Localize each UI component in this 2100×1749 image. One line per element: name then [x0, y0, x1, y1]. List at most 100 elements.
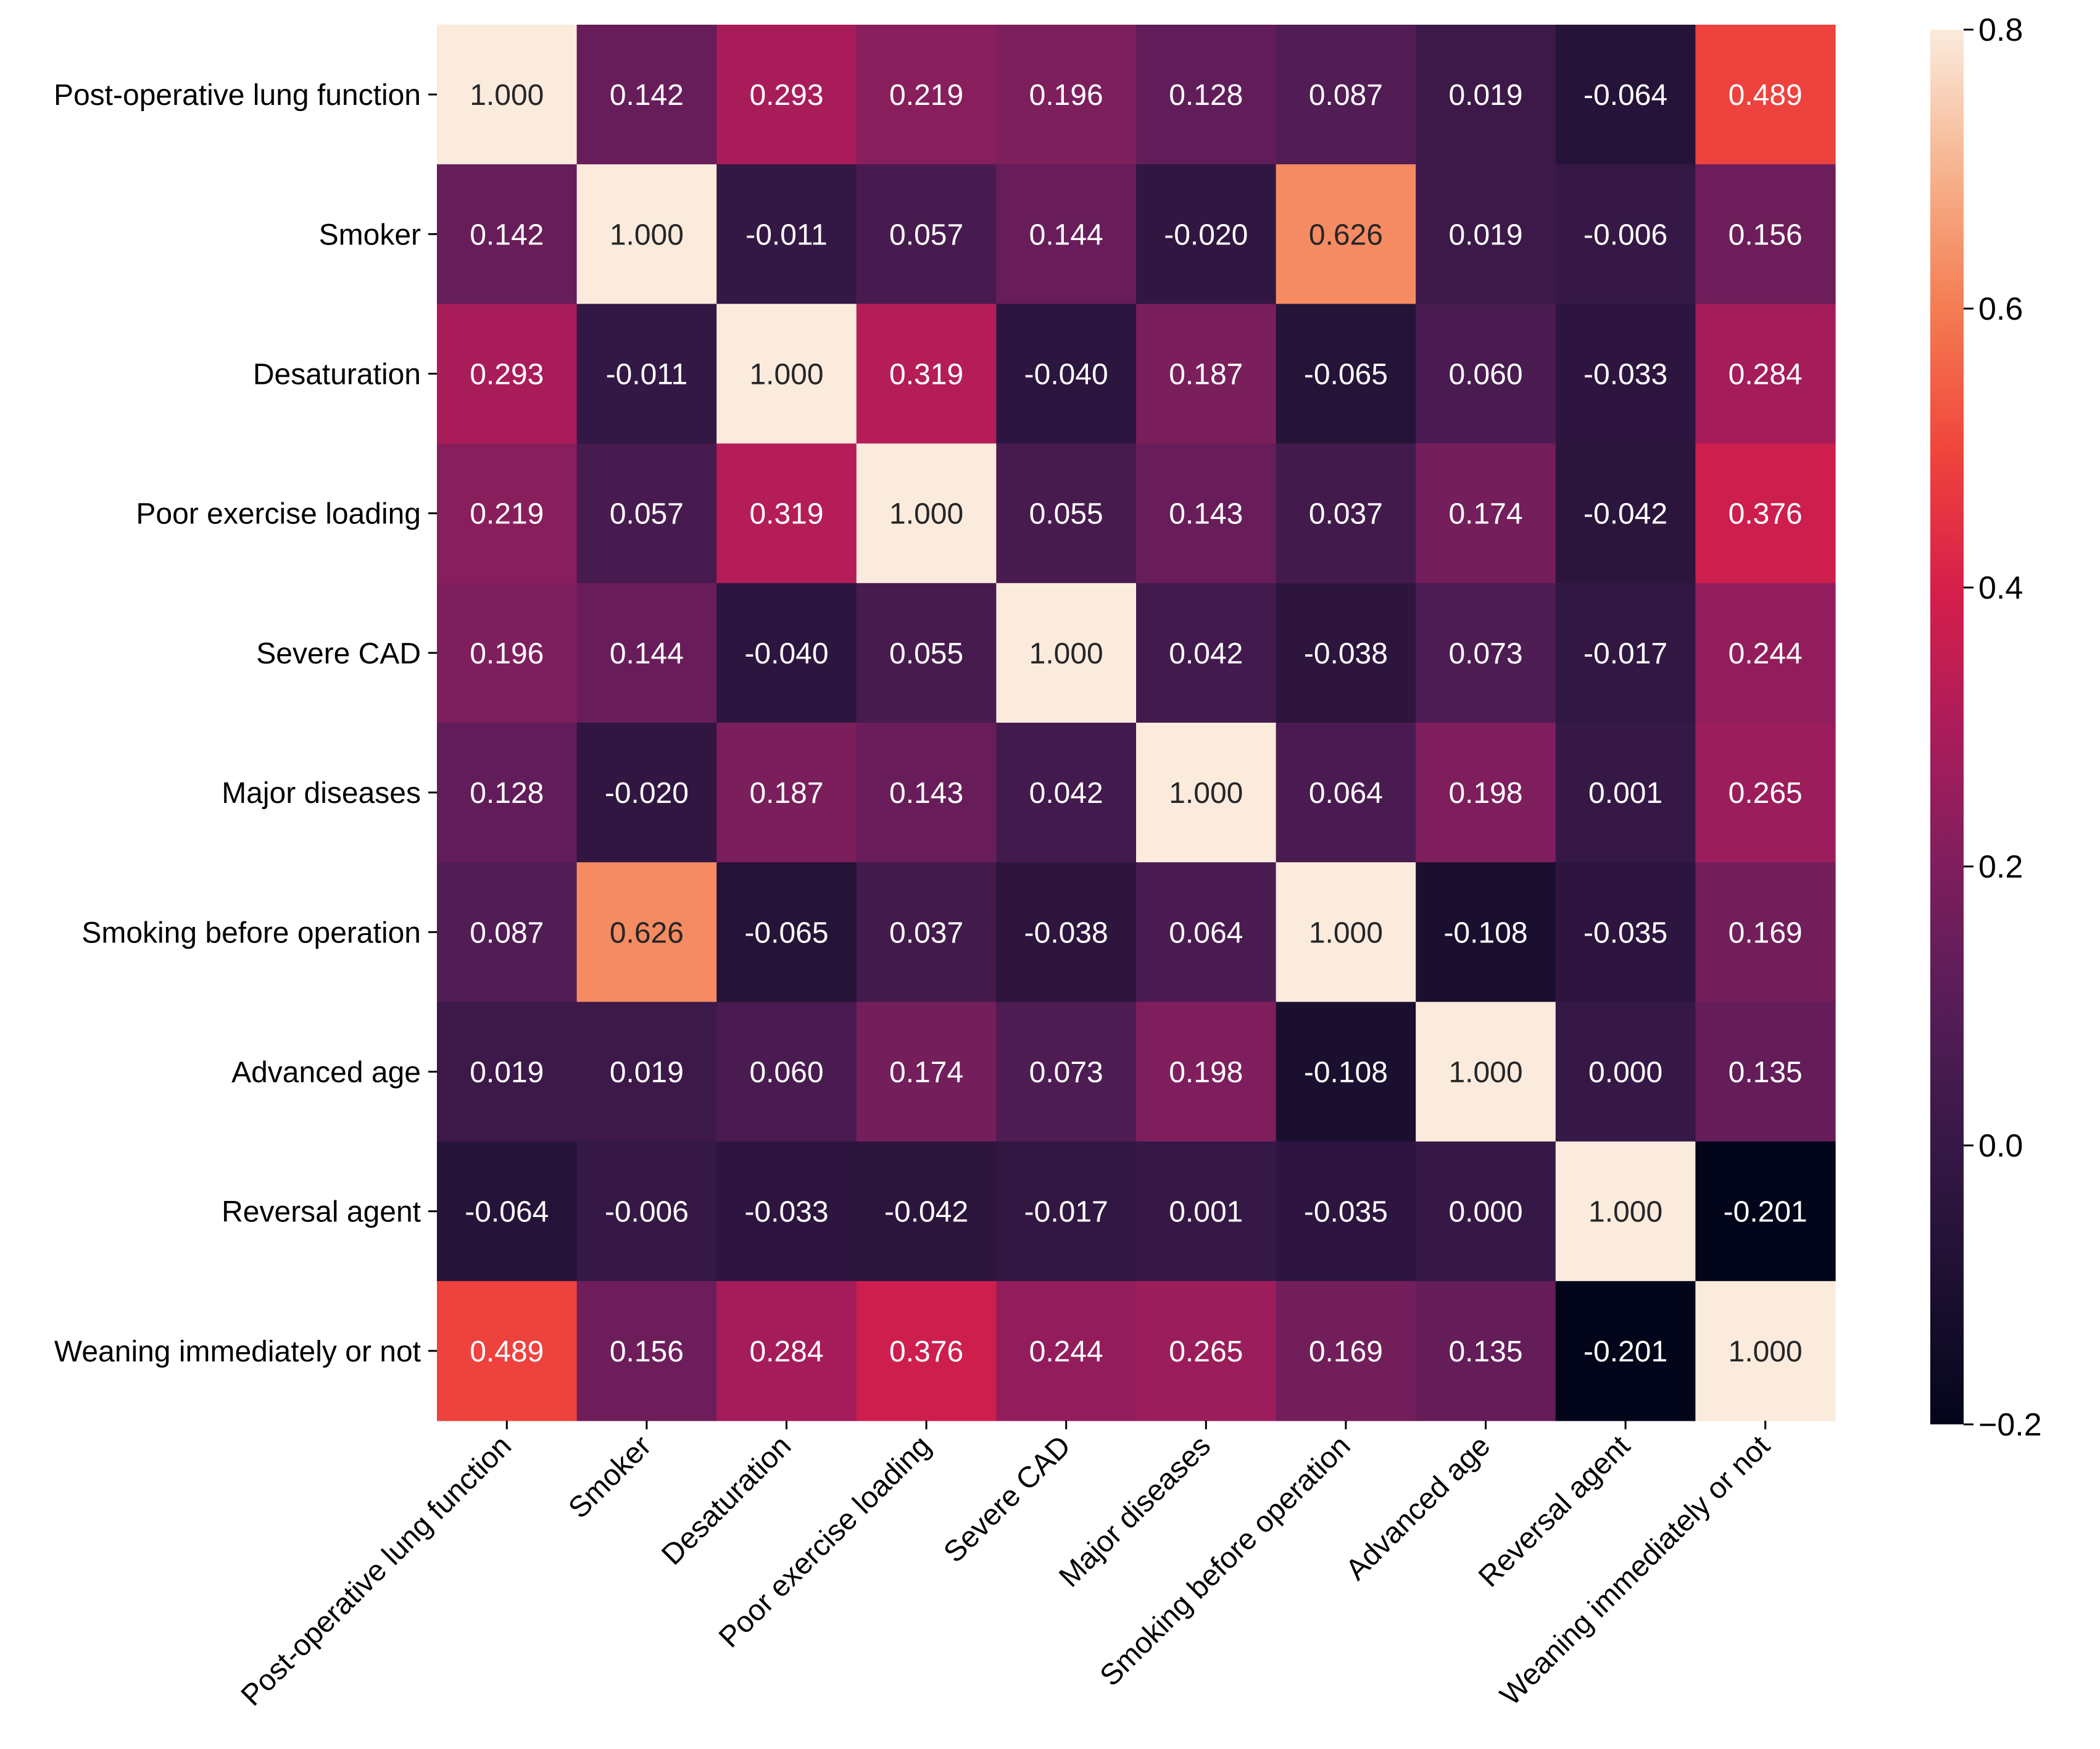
cell-value-r7-c4: 0.073 — [1029, 1057, 1103, 1089]
cell-value-r4-c4: 1.000 — [1029, 638, 1103, 670]
heatmap-cell-r3-c8 — [1555, 443, 1696, 584]
cell-value-r8-c1: -0.006 — [605, 1196, 689, 1229]
y-tick-label-poor-exercise-loading: Poor exercise loading — [136, 498, 421, 531]
heatmap-cell-r9-c9 — [1695, 1281, 1836, 1421]
heatmap-cell-r4-c0 — [437, 583, 578, 723]
heatmap-cell-r5-c7 — [1416, 723, 1556, 863]
cell-value-r5-c5: 1.000 — [1169, 777, 1243, 810]
y-tick-label-advanced-age: Advanced age — [231, 1057, 421, 1089]
heatmap-cell-r5-c3 — [856, 723, 997, 863]
cell-value-r0-c2: 0.293 — [749, 79, 823, 112]
cell-value-r4-c6: -0.038 — [1304, 638, 1388, 670]
cell-value-r9-c1: 0.156 — [610, 1336, 684, 1368]
cell-value-r6-c1: 0.626 — [610, 916, 684, 949]
cell-value-r2-c1: -0.011 — [606, 359, 688, 391]
cell-value-r3-c5: 0.143 — [1169, 498, 1243, 531]
heatmap-cell-r1-c0 — [437, 164, 578, 304]
heatmap-cell-r1-c9 — [1695, 164, 1836, 304]
x-tick-label-post-operative-lung-function: Post-operative lung function — [235, 1429, 518, 1712]
cell-value-r6-c5: 0.064 — [1169, 916, 1243, 949]
heatmap-cell-r8-c3 — [856, 1141, 997, 1282]
heatmap-cell-r1-c8 — [1555, 164, 1696, 304]
heatmap-cell-r3-c3 — [856, 443, 997, 584]
cell-value-r7-c8: 0.000 — [1588, 1057, 1662, 1089]
heatmap-cell-r2-c0 — [437, 304, 578, 444]
cell-value-r9-c4: 0.244 — [1029, 1336, 1103, 1368]
cell-value-r0-c0: 1.000 — [470, 79, 544, 112]
heatmap-cell-r0-c3 — [856, 25, 997, 165]
heatmap-cell-r3-c6 — [1276, 443, 1416, 584]
heatmap-cell-r8-c5 — [1136, 1141, 1277, 1282]
heatmap-cell-r1-c7 — [1416, 164, 1556, 304]
cell-value-r7-c1: 0.019 — [610, 1057, 684, 1089]
heatmap-cell-r4-c8 — [1555, 583, 1696, 723]
cell-value-r1-c6: 0.626 — [1309, 218, 1383, 251]
heatmap-cell-r4-c2 — [716, 583, 857, 723]
colorbar: 0.8 0.6 0.4 0.2 0.0 −0.2 — [1930, 12, 2042, 1443]
cell-value-r4-c2: -0.040 — [744, 638, 828, 670]
cell-value-r0-c7: 0.019 — [1448, 79, 1522, 112]
cell-value-r3-c8: -0.042 — [1583, 498, 1667, 531]
cell-value-r7-c6: -0.108 — [1304, 1057, 1388, 1089]
cell-value-r5-c6: 0.064 — [1309, 777, 1383, 810]
heatmap-cell-labels: 1.000 0.142 0.293 0.219 0.196 0.128 0.087 0.019… — [465, 79, 1807, 1368]
cell-value-r0-c4: 0.196 — [1029, 79, 1103, 112]
cell-value-r7-c2: 0.060 — [749, 1057, 823, 1089]
heatmap-cell-r3-c4 — [996, 443, 1137, 584]
cell-value-r3-c9: 0.376 — [1729, 498, 1803, 531]
heatmap-cell-r7-c0 — [437, 1002, 578, 1142]
heatmap-cell-r4-c1 — [576, 583, 717, 723]
heatmap-cell-r0-c5 — [1136, 25, 1277, 165]
cell-value-r2-c4: -0.040 — [1024, 359, 1108, 391]
heatmap-cell-r2-c3 — [856, 304, 997, 444]
heatmap-cell-r2-c9 — [1695, 304, 1836, 444]
cell-value-r6-c9: 0.169 — [1729, 916, 1803, 949]
heatmap-cell-r4-c3 — [856, 583, 997, 723]
heatmap-cell-r3-c1 — [576, 443, 717, 584]
cell-value-r8-c4: -0.017 — [1024, 1196, 1108, 1229]
cell-value-r9-c3: 0.376 — [889, 1336, 963, 1368]
heatmap-cell-r6-c3 — [856, 862, 997, 1002]
cell-value-r5-c3: 0.143 — [889, 777, 963, 810]
heatmap-cell-r4-c4 — [996, 583, 1137, 723]
heatmap-cell-r0-c6 — [1276, 25, 1416, 165]
colorbar-tick-label-1: 0.6 — [1978, 291, 2023, 327]
heatmap-cell-r6-c8 — [1555, 862, 1696, 1002]
y-tick-label-smoking-before-operation: Smoking before operation — [81, 916, 421, 949]
cell-value-r3-c4: 0.055 — [1029, 498, 1103, 531]
heatmap-cell-r9-c1 — [576, 1281, 717, 1421]
heatmap-cell-r7-c1 — [576, 1002, 717, 1142]
heatmap-cell-r0-c4 — [996, 25, 1137, 165]
heatmap-cell-r4-c6 — [1276, 583, 1416, 723]
cell-value-r9-c7: 0.135 — [1448, 1336, 1522, 1368]
heatmap-cell-r8-c9 — [1695, 1141, 1836, 1282]
heatmap-cell-r8-c6 — [1276, 1141, 1416, 1282]
heatmap-cell-r1-c2 — [716, 164, 857, 304]
cell-value-r9-c8: -0.201 — [1583, 1336, 1667, 1368]
cell-value-r8-c8: 1.000 — [1588, 1196, 1662, 1229]
heatmap-cell-r1-c6 — [1276, 164, 1416, 304]
heatmap-cell-r6-c0 — [437, 862, 578, 1002]
heatmap-cell-r6-c9 — [1695, 862, 1836, 1002]
cell-value-r0-c5: 0.128 — [1169, 79, 1243, 112]
heatmap-cell-r3-c5 — [1136, 443, 1277, 584]
heatmap-cell-r9-c0 — [437, 1281, 578, 1421]
colorbar-tick-label-2: 0.4 — [1978, 570, 2023, 606]
cell-value-r7-c9: 0.135 — [1729, 1057, 1803, 1089]
cell-value-r0-c9: 0.489 — [1729, 79, 1803, 112]
heatmap-cell-r3-c2 — [716, 443, 857, 584]
heatmap-cell-r1-c3 — [856, 164, 997, 304]
heatmap-cell-r9-c2 — [716, 1281, 857, 1421]
cell-value-r5-c0: 0.128 — [470, 777, 544, 810]
cell-value-r7-c3: 0.174 — [889, 1057, 963, 1089]
cell-value-r1-c4: 0.144 — [1029, 218, 1103, 251]
heatmap-cell-r8-c8 — [1555, 1141, 1696, 1282]
y-tick-label-weaning-immediately-or-not: Weaning immediately or not — [54, 1336, 421, 1368]
heatmap-cell-r8-c1 — [576, 1141, 717, 1282]
heatmap-cell-r2-c8 — [1555, 304, 1696, 444]
heatmap-cell-r4-c7 — [1416, 583, 1556, 723]
heatmap-cell-r1-c5 — [1136, 164, 1277, 304]
cell-value-r1-c0: 0.142 — [470, 218, 544, 251]
heatmap-cell-r5-c8 — [1555, 723, 1696, 863]
cell-value-r6-c2: -0.065 — [744, 916, 828, 949]
